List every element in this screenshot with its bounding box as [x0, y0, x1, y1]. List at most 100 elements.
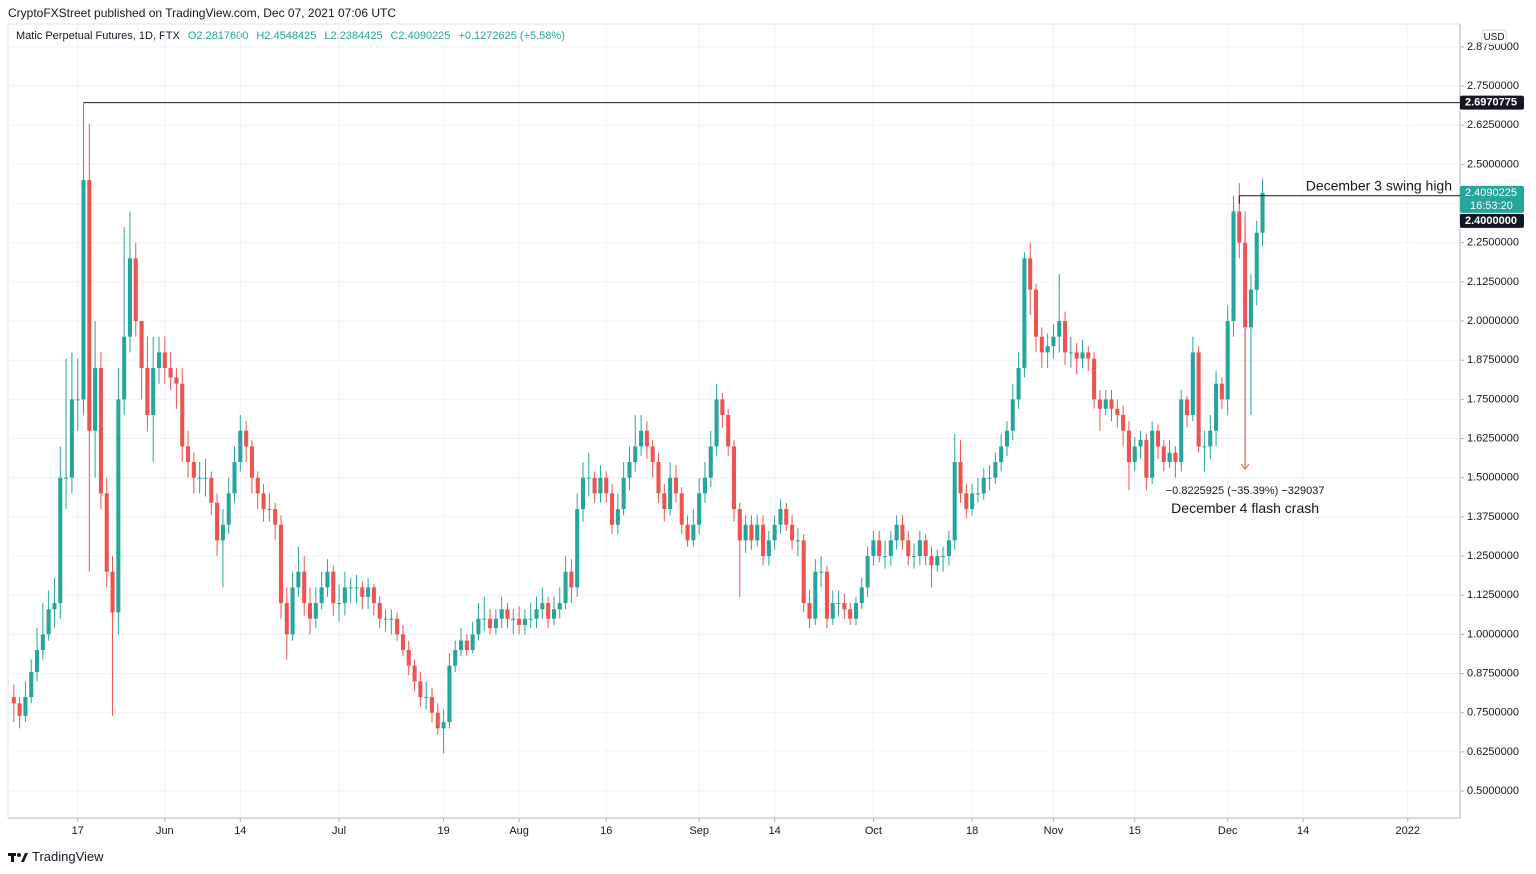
candle-body: [162, 352, 167, 369]
currency-box: [1481, 29, 1507, 45]
candle-body: [174, 377, 179, 384]
candle-body: [1016, 368, 1021, 400]
candle-body: [69, 399, 74, 478]
candle-body: [999, 446, 1004, 463]
candle-body: [557, 603, 562, 610]
candle-body: [488, 618, 493, 629]
candle-body: [580, 477, 586, 510]
candle-body: [133, 258, 138, 322]
y-tick-label: 2.5000000: [1467, 158, 1519, 170]
x-tick-label: Jul: [332, 825, 346, 837]
candle-body: [447, 665, 452, 723]
candle-body: [180, 383, 185, 447]
candle-body: [662, 493, 667, 510]
candle-body: [232, 462, 237, 494]
candle-body: [58, 477, 63, 604]
y-tick-label: 1.2500000: [1467, 550, 1519, 562]
candle-body: [981, 477, 986, 494]
candle-body: [348, 587, 353, 589]
candle-body: [1004, 430, 1010, 447]
candle-body: [1057, 321, 1062, 337]
candle-body: [284, 603, 289, 635]
candle-body: [197, 477, 202, 479]
candle-body: [127, 258, 133, 337]
candle-body: [87, 180, 92, 431]
candle-body: [52, 603, 57, 610]
x-tick-label: Oct: [865, 825, 882, 837]
candle-body: [505, 609, 510, 619]
candle-body: [946, 540, 951, 557]
candle-body: [383, 618, 388, 620]
candle-body: [633, 446, 638, 463]
candle-body: [784, 509, 789, 525]
candle-body: [278, 524, 284, 604]
candle-body: [586, 477, 591, 479]
candle-body: [894, 524, 899, 541]
candle-body: [302, 571, 307, 604]
candle-body: [1161, 446, 1166, 463]
y-tick-label: 1.7500000: [1467, 393, 1519, 405]
candle-body: [1086, 352, 1091, 359]
candle-body: [912, 556, 917, 558]
x-tick-label: Dec: [1218, 825, 1238, 837]
candle-body: [569, 571, 574, 588]
candle-body: [110, 571, 115, 613]
candle-body: [1121, 415, 1126, 431]
y-tick-label: 1.5000000: [1467, 472, 1519, 484]
candle-body: [499, 609, 504, 619]
candle-body: [639, 430, 644, 447]
candle-body: [17, 703, 22, 716]
candle-body: [859, 587, 864, 604]
candle-body: [342, 587, 347, 604]
ohlc-value: +0.1272625 (+5.58%): [458, 30, 565, 42]
y-tick-label: 2.7500000: [1467, 80, 1519, 92]
candle-body: [1051, 336, 1056, 347]
candle-body: [337, 603, 342, 605]
y-tick-label: 2.0000000: [1467, 315, 1519, 327]
candle-body: [871, 540, 876, 557]
candle-body: [238, 430, 243, 463]
candle-body: [29, 671, 34, 698]
candle-body: [679, 493, 684, 525]
candle-body: [877, 540, 882, 557]
candle-body: [615, 509, 620, 525]
candle-body: [575, 509, 580, 588]
candle-body: [987, 477, 992, 479]
candle-body: [807, 603, 812, 619]
candle-body: [1068, 352, 1073, 354]
candle-body: [360, 587, 365, 597]
candle-body: [296, 571, 301, 588]
candle-body: [917, 540, 922, 557]
candle-body: [23, 697, 28, 716]
candle-body: [377, 603, 382, 619]
candle-body: [627, 462, 632, 478]
candle-body: [865, 556, 870, 588]
candle-body: [958, 462, 963, 494]
candle-body: [853, 603, 859, 619]
logo: [8, 852, 28, 862]
x-tick-label: 17: [72, 825, 84, 837]
candle-body: [435, 712, 440, 729]
candle-body: [534, 609, 539, 619]
candle-body: [46, 609, 51, 635]
candle-body: [1010, 399, 1015, 431]
candle-body: [191, 462, 196, 478]
ohlc-value: H2.4548425: [256, 30, 317, 42]
candle-body: [737, 509, 742, 541]
candle-body: [795, 540, 800, 542]
x-tick-label: 16: [600, 825, 612, 837]
candle-body: [772, 524, 777, 541]
candle-body: [1208, 430, 1213, 447]
ohlc-value: O2.2817600: [187, 30, 249, 42]
candle-body: [551, 609, 556, 619]
candle-body: [1179, 399, 1184, 463]
candle-body: [139, 321, 144, 369]
candle-body: [493, 618, 498, 629]
x-tick-label: Nov: [1044, 825, 1064, 837]
candle-body: [441, 722, 446, 729]
candle-body: [848, 609, 853, 619]
measure-arrow: [1240, 463, 1250, 470]
candle-body: [412, 665, 417, 682]
candle-body: [673, 477, 678, 494]
candle-body: [941, 556, 946, 558]
